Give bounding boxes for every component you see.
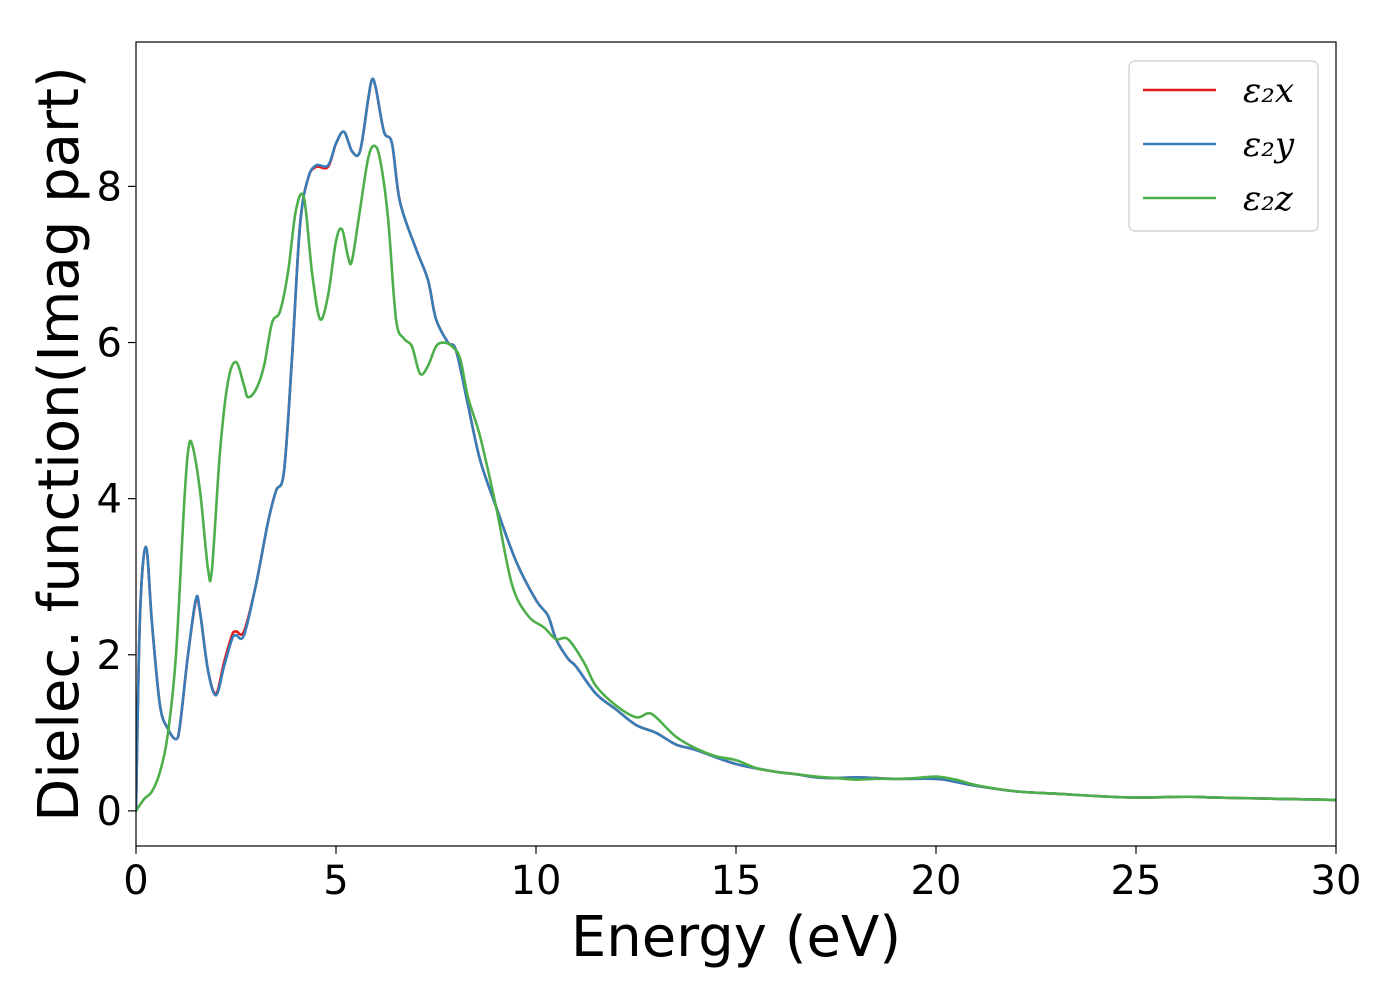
y-tick-label: 0 <box>97 789 122 835</box>
x-tick-label: 25 <box>1111 858 1162 904</box>
y-tick-label: 4 <box>97 477 122 523</box>
y-tick-label: 8 <box>97 164 122 210</box>
legend-label: ε₂y <box>1243 125 1295 165</box>
legend: ε₂x ε₂y ε₂z <box>1128 60 1319 232</box>
x-tick-label: 0 <box>123 858 148 904</box>
legend-label: ε₂x <box>1243 71 1294 111</box>
y-tick-label: 6 <box>97 321 122 367</box>
legend-label: ε₂z <box>1243 179 1294 219</box>
x-axis-label: Energy (eV) <box>571 905 901 970</box>
series-line-2 <box>136 144 1336 813</box>
y-axis-ticks: 0 2 4 6 8 <box>97 164 136 835</box>
x-tick-label: 15 <box>711 858 762 904</box>
x-tick-label: 10 <box>511 858 562 904</box>
series-layer <box>136 77 1336 813</box>
x-tick-label: 5 <box>323 858 348 904</box>
x-tick-label: 20 <box>911 858 962 904</box>
x-tick-label: 30 <box>1311 858 1362 904</box>
y-axis-label: Dielec. function(Imag part) <box>27 66 92 822</box>
y-tick-label: 2 <box>97 633 122 679</box>
x-axis-ticks: 0 5 10 15 20 25 30 <box>123 846 1361 904</box>
legend-box <box>1128 60 1319 232</box>
